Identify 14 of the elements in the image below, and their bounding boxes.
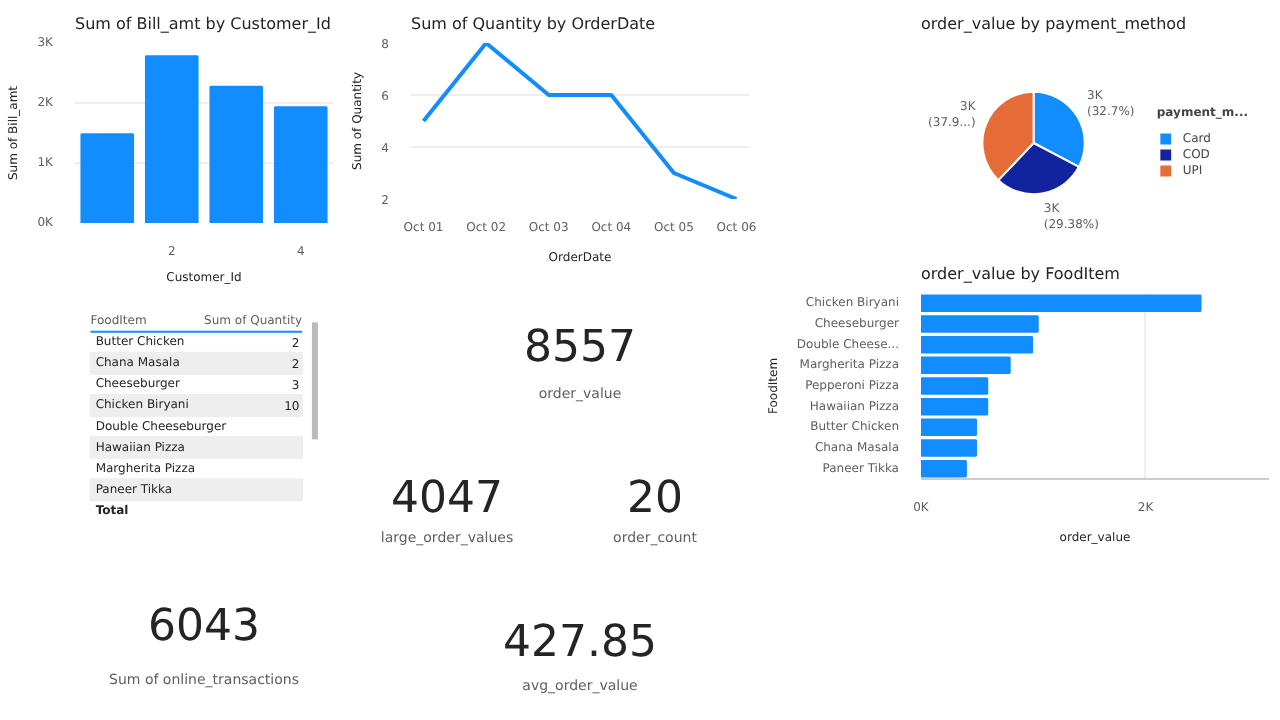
text: 4047 xyxy=(391,473,504,524)
bar xyxy=(273,106,328,223)
chart-title: order_value by payment_method xyxy=(921,15,1187,33)
bar xyxy=(80,133,135,223)
line-series xyxy=(421,43,739,199)
chart-title: Sum of Quantity by OrderDate xyxy=(411,15,656,33)
text: 6043 xyxy=(148,601,261,652)
chart-title: order_value by FoodItem xyxy=(921,265,1121,283)
bar xyxy=(144,55,199,223)
text: 8557 xyxy=(524,322,637,373)
bar xyxy=(209,85,264,223)
text: 427.85 xyxy=(503,618,657,669)
text: 20 xyxy=(627,473,684,524)
chart-title: Sum of Bill_amt by Customer_Id xyxy=(75,15,331,33)
